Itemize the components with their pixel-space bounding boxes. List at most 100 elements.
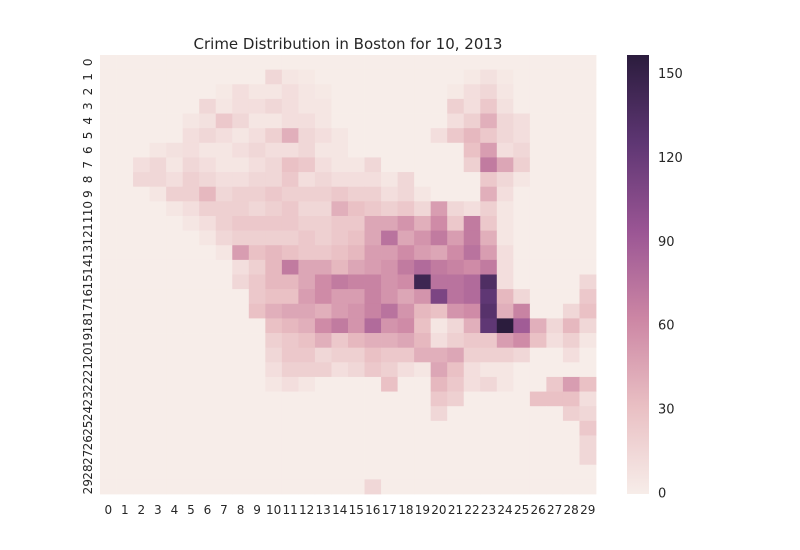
heatmap-cell: [364, 420, 382, 436]
heatmap-cell: [430, 479, 448, 495]
heatmap-cell: [331, 98, 349, 114]
heatmap-cell: [513, 318, 531, 334]
heatmap-cell: [430, 333, 448, 349]
heatmap-cell: [546, 406, 564, 422]
heatmap-cell: [248, 259, 266, 275]
heatmap-cell: [215, 362, 233, 378]
heatmap-cell: [149, 259, 167, 275]
heatmap-cell: [381, 347, 398, 363]
x-tick-label: 4: [171, 503, 179, 517]
heatmap-cell: [414, 420, 432, 436]
heatmap-cell: [397, 98, 415, 114]
heatmap-cell: [314, 128, 332, 144]
heatmap-cell: [447, 376, 465, 392]
heatmap-cell: [149, 230, 167, 246]
heatmap-cell: [199, 406, 217, 422]
heatmap-cell: [480, 347, 498, 363]
heatmap-cell: [414, 259, 432, 275]
heatmap-cell: [298, 230, 316, 246]
heatmap-cell: [248, 362, 266, 378]
heatmap-cell: [133, 113, 150, 129]
heatmap-cell: [364, 84, 382, 100]
heatmap-cell: [381, 142, 398, 158]
heatmap-cell: [546, 420, 564, 436]
heatmap-cell: [430, 98, 448, 114]
heatmap-cell: [314, 420, 332, 436]
heatmap-cell: [513, 435, 531, 451]
heatmap-cell: [232, 479, 250, 495]
heatmap-cell: [562, 435, 580, 451]
heatmap-cell: [364, 55, 382, 71]
x-tick-label: 23: [481, 503, 496, 517]
heatmap-cell: [281, 98, 299, 114]
heatmap-cell: [281, 362, 299, 378]
y-tick-label: 24: [81, 406, 95, 421]
heatmap-cell: [331, 69, 349, 85]
heatmap-cell: [298, 157, 316, 173]
heatmap-cell: [414, 464, 432, 480]
heatmap-cell: [100, 464, 117, 480]
heatmap-cell: [265, 69, 283, 85]
heatmap-cell: [265, 113, 283, 129]
heatmap-cell: [513, 289, 531, 305]
heatmap-cell: [529, 186, 547, 202]
heatmap-cell: [199, 333, 217, 349]
heatmap-cell: [529, 479, 547, 495]
heatmap-cell: [166, 142, 184, 158]
colorbar: [627, 55, 649, 494]
heatmap-cell: [248, 303, 266, 319]
heatmap-cell: [215, 128, 233, 144]
heatmap-cell: [133, 464, 150, 480]
heatmap-cell: [100, 172, 117, 188]
heatmap-cell: [281, 450, 299, 466]
heatmap-cell: [182, 333, 200, 349]
heatmap-cell: [579, 435, 597, 451]
heatmap-cell: [430, 55, 448, 71]
x-tick-label: 0: [104, 503, 112, 517]
heatmap-cell: [579, 186, 597, 202]
heatmap-cell: [381, 318, 398, 334]
heatmap-cell: [447, 113, 465, 129]
heatmap-cell: [281, 69, 299, 85]
heatmap-cell: [397, 406, 415, 422]
heatmap-cell: [496, 289, 514, 305]
heatmap-cell: [480, 215, 498, 231]
heatmap-cell: [430, 318, 448, 334]
heatmap-cell: [281, 259, 299, 275]
heatmap-cell: [133, 230, 150, 246]
heatmap-cell: [116, 274, 134, 290]
heatmap-cell: [348, 318, 365, 334]
heatmap-cell: [447, 479, 465, 495]
heatmap-cell: [100, 391, 117, 407]
x-tick-label: 10: [266, 503, 281, 517]
colorbar-tick-label: 90: [658, 235, 675, 250]
heatmap-cell: [232, 333, 250, 349]
heatmap-cell: [133, 172, 150, 188]
heatmap-cell: [529, 406, 547, 422]
heatmap-cell: [265, 464, 283, 480]
heatmap-cell: [546, 464, 564, 480]
heatmap-cell: [331, 376, 349, 392]
heatmap-cell: [182, 84, 200, 100]
heatmap-cell: [248, 333, 266, 349]
heatmap-cell: [529, 450, 547, 466]
heatmap-cell: [248, 464, 266, 480]
heatmap-cell: [116, 245, 134, 261]
heatmap-cell: [232, 303, 250, 319]
heatmap-cell: [199, 274, 217, 290]
heatmap-cell: [480, 259, 498, 275]
heatmap-cell: [314, 435, 332, 451]
heatmap-cell: [215, 391, 233, 407]
heatmap-cell: [562, 318, 580, 334]
heatmap-cell: [149, 420, 167, 436]
heatmap-cell: [364, 464, 382, 480]
heatmap-cell: [133, 128, 150, 144]
heatmap-cell: [414, 347, 432, 363]
heatmap-cell: [348, 201, 365, 217]
heatmap-cell: [529, 172, 547, 188]
heatmap-cell: [430, 69, 448, 85]
heatmap-cell: [116, 479, 134, 495]
heatmap-cell: [149, 274, 167, 290]
heatmap-cell: [447, 406, 465, 422]
heatmap-cell: [199, 128, 217, 144]
